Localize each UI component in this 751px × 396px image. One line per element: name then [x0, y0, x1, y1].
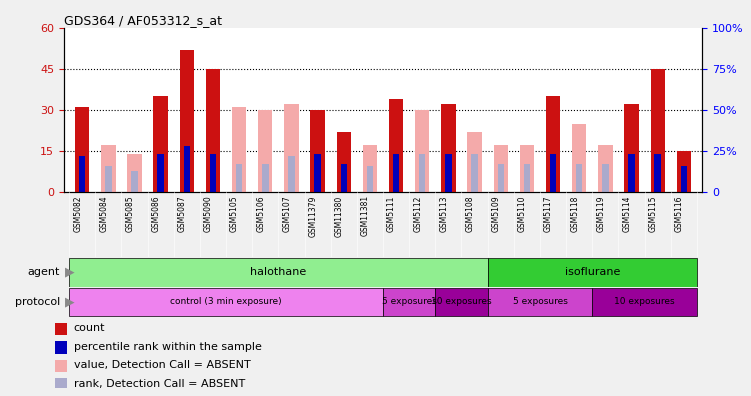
- Bar: [497, 164, 504, 192]
- Bar: [550, 154, 556, 192]
- Bar: [436, 287, 487, 316]
- Bar: [654, 154, 661, 192]
- Text: ▶: ▶: [65, 266, 75, 279]
- Text: GSM5108: GSM5108: [466, 195, 475, 232]
- Text: GSM5085: GSM5085: [125, 195, 134, 232]
- Text: 5 exposures: 5 exposures: [512, 297, 568, 307]
- Bar: [340, 164, 347, 192]
- Bar: [75, 107, 89, 192]
- Bar: [56, 378, 67, 391]
- Text: GSM11380: GSM11380: [335, 195, 344, 236]
- Bar: [629, 154, 635, 192]
- Text: GSM5106: GSM5106: [256, 195, 265, 232]
- Bar: [389, 99, 403, 192]
- Bar: [366, 166, 373, 192]
- Bar: [232, 107, 246, 192]
- Bar: [310, 110, 324, 192]
- Bar: [258, 110, 273, 192]
- Bar: [315, 154, 321, 192]
- Bar: [105, 166, 112, 192]
- Bar: [523, 164, 530, 192]
- Text: ▶: ▶: [65, 295, 75, 308]
- Bar: [101, 145, 116, 192]
- Bar: [546, 96, 560, 192]
- Text: 10 exposures: 10 exposures: [431, 297, 492, 307]
- Bar: [183, 146, 190, 192]
- Bar: [158, 154, 164, 192]
- Text: GSM5107: GSM5107: [282, 195, 291, 232]
- Text: GSM5105: GSM5105: [230, 195, 239, 232]
- Bar: [79, 156, 86, 192]
- Text: GSM5117: GSM5117: [544, 195, 553, 232]
- Text: GSM11379: GSM11379: [309, 195, 318, 237]
- Text: agent: agent: [28, 267, 60, 277]
- Bar: [56, 360, 67, 372]
- Text: GSM5119: GSM5119: [596, 195, 605, 232]
- Bar: [680, 166, 687, 192]
- Bar: [393, 154, 400, 192]
- Bar: [599, 145, 613, 192]
- Text: GSM5115: GSM5115: [649, 195, 658, 232]
- Text: percentile rank within the sample: percentile rank within the sample: [74, 342, 261, 352]
- Bar: [677, 151, 691, 192]
- Bar: [487, 287, 593, 316]
- Text: GSM5090: GSM5090: [204, 195, 213, 232]
- Text: GSM5111: GSM5111: [387, 195, 396, 232]
- Bar: [493, 145, 508, 192]
- Text: count: count: [74, 323, 105, 333]
- Text: GSM5109: GSM5109: [492, 195, 501, 232]
- Text: GSM5082: GSM5082: [73, 195, 82, 232]
- Bar: [602, 164, 608, 192]
- Bar: [576, 164, 583, 192]
- Text: 10 exposures: 10 exposures: [614, 297, 675, 307]
- Bar: [487, 258, 697, 287]
- Bar: [56, 341, 67, 354]
- Text: GSM5113: GSM5113: [439, 195, 448, 232]
- Text: isoflurane: isoflurane: [565, 267, 620, 277]
- Bar: [56, 322, 67, 335]
- Bar: [179, 50, 194, 192]
- Bar: [419, 154, 426, 192]
- Bar: [336, 132, 351, 192]
- Bar: [572, 124, 587, 192]
- Text: rank, Detection Call = ABSENT: rank, Detection Call = ABSENT: [74, 379, 245, 389]
- Bar: [472, 154, 478, 192]
- Bar: [127, 154, 142, 192]
- Bar: [445, 154, 451, 192]
- Text: protocol: protocol: [15, 297, 60, 307]
- Text: control (3 min exposure): control (3 min exposure): [170, 297, 282, 307]
- Bar: [69, 258, 487, 287]
- Bar: [520, 145, 534, 192]
- Bar: [284, 105, 299, 192]
- Text: GSM5118: GSM5118: [570, 195, 579, 232]
- Bar: [363, 145, 377, 192]
- Bar: [153, 96, 167, 192]
- Bar: [288, 156, 294, 192]
- Bar: [210, 154, 216, 192]
- Bar: [442, 105, 456, 192]
- Bar: [131, 171, 137, 192]
- Text: 5 exposures: 5 exposures: [382, 297, 436, 307]
- Bar: [593, 287, 697, 316]
- Bar: [383, 287, 436, 316]
- Bar: [415, 110, 430, 192]
- Text: value, Detection Call = ABSENT: value, Detection Call = ABSENT: [74, 360, 250, 370]
- Text: GSM5112: GSM5112: [413, 195, 422, 232]
- Bar: [624, 105, 639, 192]
- Text: GSM5114: GSM5114: [623, 195, 632, 232]
- Text: GSM5116: GSM5116: [675, 195, 684, 232]
- Bar: [69, 287, 383, 316]
- Text: GSM5084: GSM5084: [99, 195, 108, 232]
- Text: GSM5110: GSM5110: [518, 195, 527, 232]
- Bar: [262, 164, 269, 192]
- Text: GDS364 / AF053312_s_at: GDS364 / AF053312_s_at: [64, 13, 222, 27]
- Bar: [467, 132, 482, 192]
- Bar: [236, 164, 243, 192]
- Text: GSM11381: GSM11381: [361, 195, 370, 236]
- Bar: [206, 69, 220, 192]
- Bar: [650, 69, 665, 192]
- Text: GSM5087: GSM5087: [178, 195, 187, 232]
- Text: GSM5086: GSM5086: [152, 195, 161, 232]
- Text: halothane: halothane: [250, 267, 306, 277]
